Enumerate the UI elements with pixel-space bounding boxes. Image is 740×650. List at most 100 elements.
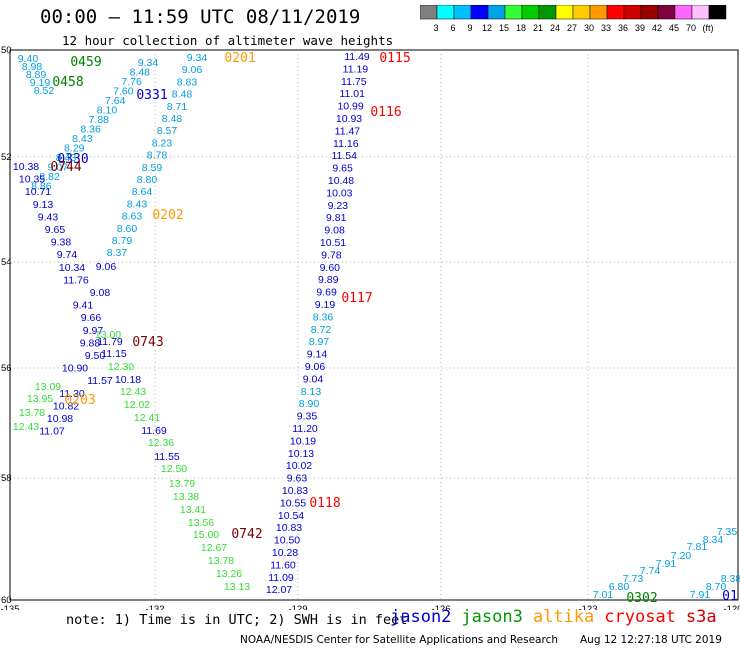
track-value-southeast: 8.34 [703, 534, 724, 546]
track-value-southeast: 6.80 [609, 581, 630, 593]
track-value-0115: 9.14 [307, 349, 328, 361]
track-value-0331: 8.43 [72, 133, 93, 145]
colorbar-label: 18 [516, 23, 526, 33]
latitude-tick-label: 56 [1, 363, 12, 374]
track-value-0744: 9.43 [38, 211, 59, 223]
pass-label: 0331 [136, 88, 167, 103]
track-value-0201: 9.06 [182, 64, 203, 76]
track-value-0115: 11.47 [335, 125, 361, 137]
track-value-jason3: 15.00 [193, 529, 219, 541]
track-value-0115: 10.83 [282, 485, 308, 497]
track-value-0743: 11.15 [101, 348, 127, 360]
pass-label: 0116 [370, 105, 401, 120]
track-value-0115: 9.63 [287, 473, 308, 485]
color-scale-legend: 3 6 9 12 15 18 21 24 27 30 33 36 39 42 45 70 (ft) [420, 5, 727, 33]
track-value-0201: 8.48 [172, 89, 193, 101]
track-value-0331: 8.86 [31, 181, 52, 193]
track-value-jason3: 13.56 [188, 517, 214, 529]
track-value-0744: 10.90 [62, 363, 88, 375]
track-value-0115: 9.06 [305, 361, 326, 373]
track-value-0115: 9.81 [326, 212, 347, 224]
colorbar-swatch [708, 5, 727, 20]
longitude-tick-label: -126 [431, 604, 450, 610]
pass-label: 01 [722, 589, 738, 604]
track-value-0743: 11.69 [141, 425, 167, 437]
track-value-0744: 9.97 [83, 325, 104, 337]
colorbar-label: 3 [433, 23, 438, 33]
track-value-0201: 9.34 [187, 52, 208, 64]
track-value-0331: 7.64 [105, 95, 126, 107]
track-value-0458: 8.52 [34, 85, 55, 97]
track-value-0201: 8.59 [142, 162, 163, 174]
legend-entry-s3a: s3a [685, 607, 717, 627]
track-value-0201: 8.48 [162, 113, 183, 125]
track-value-0744: 9.65 [45, 224, 66, 236]
track-value-0744: 11.76 [63, 274, 89, 286]
track-value-0201: 8.23 [152, 137, 173, 149]
colorbar-label: 6 [450, 23, 455, 33]
track-value-0743: 9.06 [96, 261, 117, 273]
pass-label: 0742 [231, 527, 262, 542]
track-value-0331: 8.82 [39, 171, 60, 183]
latitude-tick-label: 60 [1, 595, 12, 606]
pass-label: 0744 [50, 160, 81, 175]
track-value-0744: 9.66 [81, 312, 102, 324]
longitude-tick-label: -132 [145, 604, 164, 610]
pass-label: 0302 [626, 591, 657, 606]
longitude-tick-label: -129 [288, 604, 307, 610]
track-value-0744: 11.57 [87, 375, 113, 387]
colorbar-label: 12 [482, 23, 492, 33]
track-value-0115: 9.89 [318, 274, 339, 286]
track-value-jason3: 13.79 [169, 478, 195, 490]
pass-label: 0115 [379, 51, 410, 66]
track-value-0331: 8.10 [97, 105, 118, 117]
track-value-0115: 10.51 [320, 237, 346, 249]
track-value-0115: 8.72 [311, 324, 332, 336]
wave-height-map: -135 -132 -129 -126 -123 -120 50 52 54 56 58 60 11.4… [0, 45, 740, 610]
pass-label: 0459 [70, 55, 101, 70]
pass-label: 0458 [52, 75, 83, 90]
latitude-tick-label: 50 [1, 45, 12, 56]
track-value-0115: 11.75 [341, 76, 367, 88]
track-value-southeast: 7.91 [690, 589, 711, 601]
colorbar-label: 70 [686, 23, 696, 33]
pass-label: 0330 [57, 152, 88, 167]
track-value-0115: 10.03 [326, 187, 352, 199]
track-value-0331: 9.34 [138, 57, 159, 69]
track-value-0115: 11.19 [343, 63, 369, 75]
track-value-0331: 7.60 [113, 86, 134, 98]
track-value-0201: 8.71 [167, 101, 188, 113]
track-value-0331: 7.76 [121, 76, 142, 88]
legend-entry-cryosat: cryosat [604, 607, 676, 627]
track-value-0115: 9.65 [332, 163, 353, 175]
track-value-0743: 12.43 [120, 386, 146, 398]
track-value-0743: 12.02 [124, 399, 150, 411]
track-value-0743: 11.79 [97, 336, 123, 348]
track-value-0201: 8.57 [157, 125, 178, 137]
chart-subtitle: 12 hour collection of altimeter wave hei… [62, 33, 394, 48]
track-value-0115: 9.60 [320, 262, 341, 274]
latitude-tick-label: 52 [1, 152, 12, 163]
track-value-0115: 9.23 [328, 200, 349, 212]
track-value-0115: 10.48 [328, 175, 354, 187]
track-value-jason3: 13.26 [216, 568, 242, 580]
track-value-0458: 8.89 [26, 69, 47, 81]
track-value-0115: 11.16 [333, 138, 359, 150]
track-value-0115: 8.13 [301, 386, 322, 398]
track-value-0331: 7.88 [89, 114, 110, 126]
track-value-0458: 9.40 [18, 53, 39, 65]
track-value-jason3: 13.78 [19, 407, 45, 419]
track-value-0115: 10.54 [278, 510, 304, 522]
satellite-legend: jason2 jason3 altika cryosat s3a [390, 607, 727, 627]
pass-label: 0202 [152, 208, 183, 223]
colorbar-label: 39 [635, 23, 645, 33]
track-value-0115: 10.13 [288, 448, 314, 460]
track-value-southeast: 7.73 [623, 573, 644, 585]
track-value-0115: 11.20 [292, 423, 318, 435]
track-value-0744: 9.38 [51, 237, 72, 249]
colorbar-label: 30 [584, 23, 594, 33]
track-value-0458: 8.98 [22, 61, 43, 73]
track-value-0115: 8.97 [309, 336, 330, 348]
chart-title: 00:00 – 11:59 UTC 08/11/2019 [40, 6, 361, 28]
pass-label: 0117 [341, 291, 372, 306]
